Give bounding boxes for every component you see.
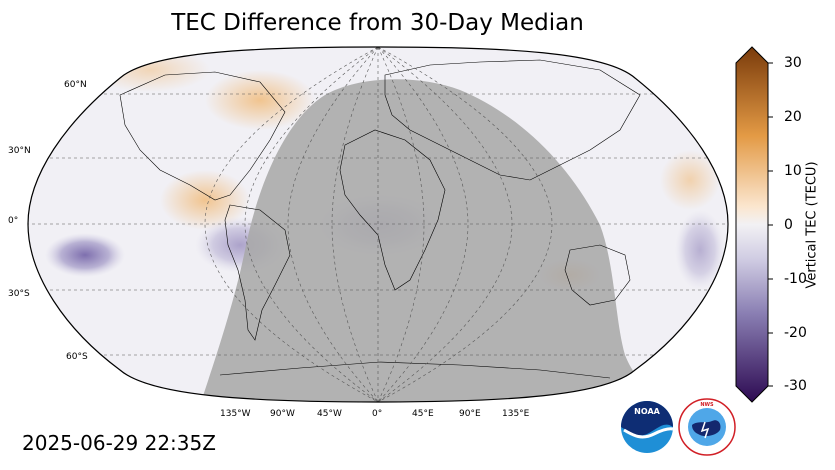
lon-label-135e: 135°E [502,409,530,419]
colorbar-tick-0: 0 [784,217,793,233]
colorbar-tick-neg20: -20 [784,325,807,341]
lon-label-90w: 90°W [270,409,295,419]
lon-label-90e: 90°E [459,409,481,419]
colorbar-label: Vertical TEC (TECU) [804,161,820,289]
lat-label-30n: 30°N [8,146,31,156]
colorbar-tick-20: 20 [784,109,802,125]
positive-anomaly [205,70,315,130]
colorbar-tick-neg30: -30 [784,378,807,394]
globe-outline [27,46,729,403]
noaa-logo-text: NOAA [634,407,660,416]
lat-label-60s: 60°S [66,352,88,362]
timestamp: 2025-06-29 22:35Z [22,431,216,455]
colorbar-scale [735,46,769,403]
lat-label-0: 0° [8,216,19,226]
colorbar-ticks [768,62,773,387]
positive-anomaly [160,170,250,230]
night-terminator-shade [200,79,700,402]
graticule [28,47,728,402]
nws-logo-text: NWS [700,402,714,408]
lat-label-30s: 30°S [8,289,30,299]
lon-label-135w: 135°W [220,409,251,419]
colorbar-tick-neg10: -10 [784,271,807,287]
colorbar-tick-30: 30 [784,55,802,71]
noaa-logo: NOAA [621,401,674,453]
lon-label-45e: 45°E [412,409,434,419]
lon-label-0: 0° [372,409,383,419]
negative-anomaly [675,210,725,290]
lon-label-45w: 45°W [317,409,342,419]
positive-anomaly [660,150,720,210]
colorbar-tick-10: 10 [784,163,802,179]
globe-interior [28,47,728,402]
map-title: TEC Difference from 30-Day Median [171,10,584,36]
lat-label-60n: 60°N [64,80,87,90]
negative-anomaly [45,233,125,277]
nws-logo: NWS [678,398,736,456]
coastlines [119,59,641,379]
